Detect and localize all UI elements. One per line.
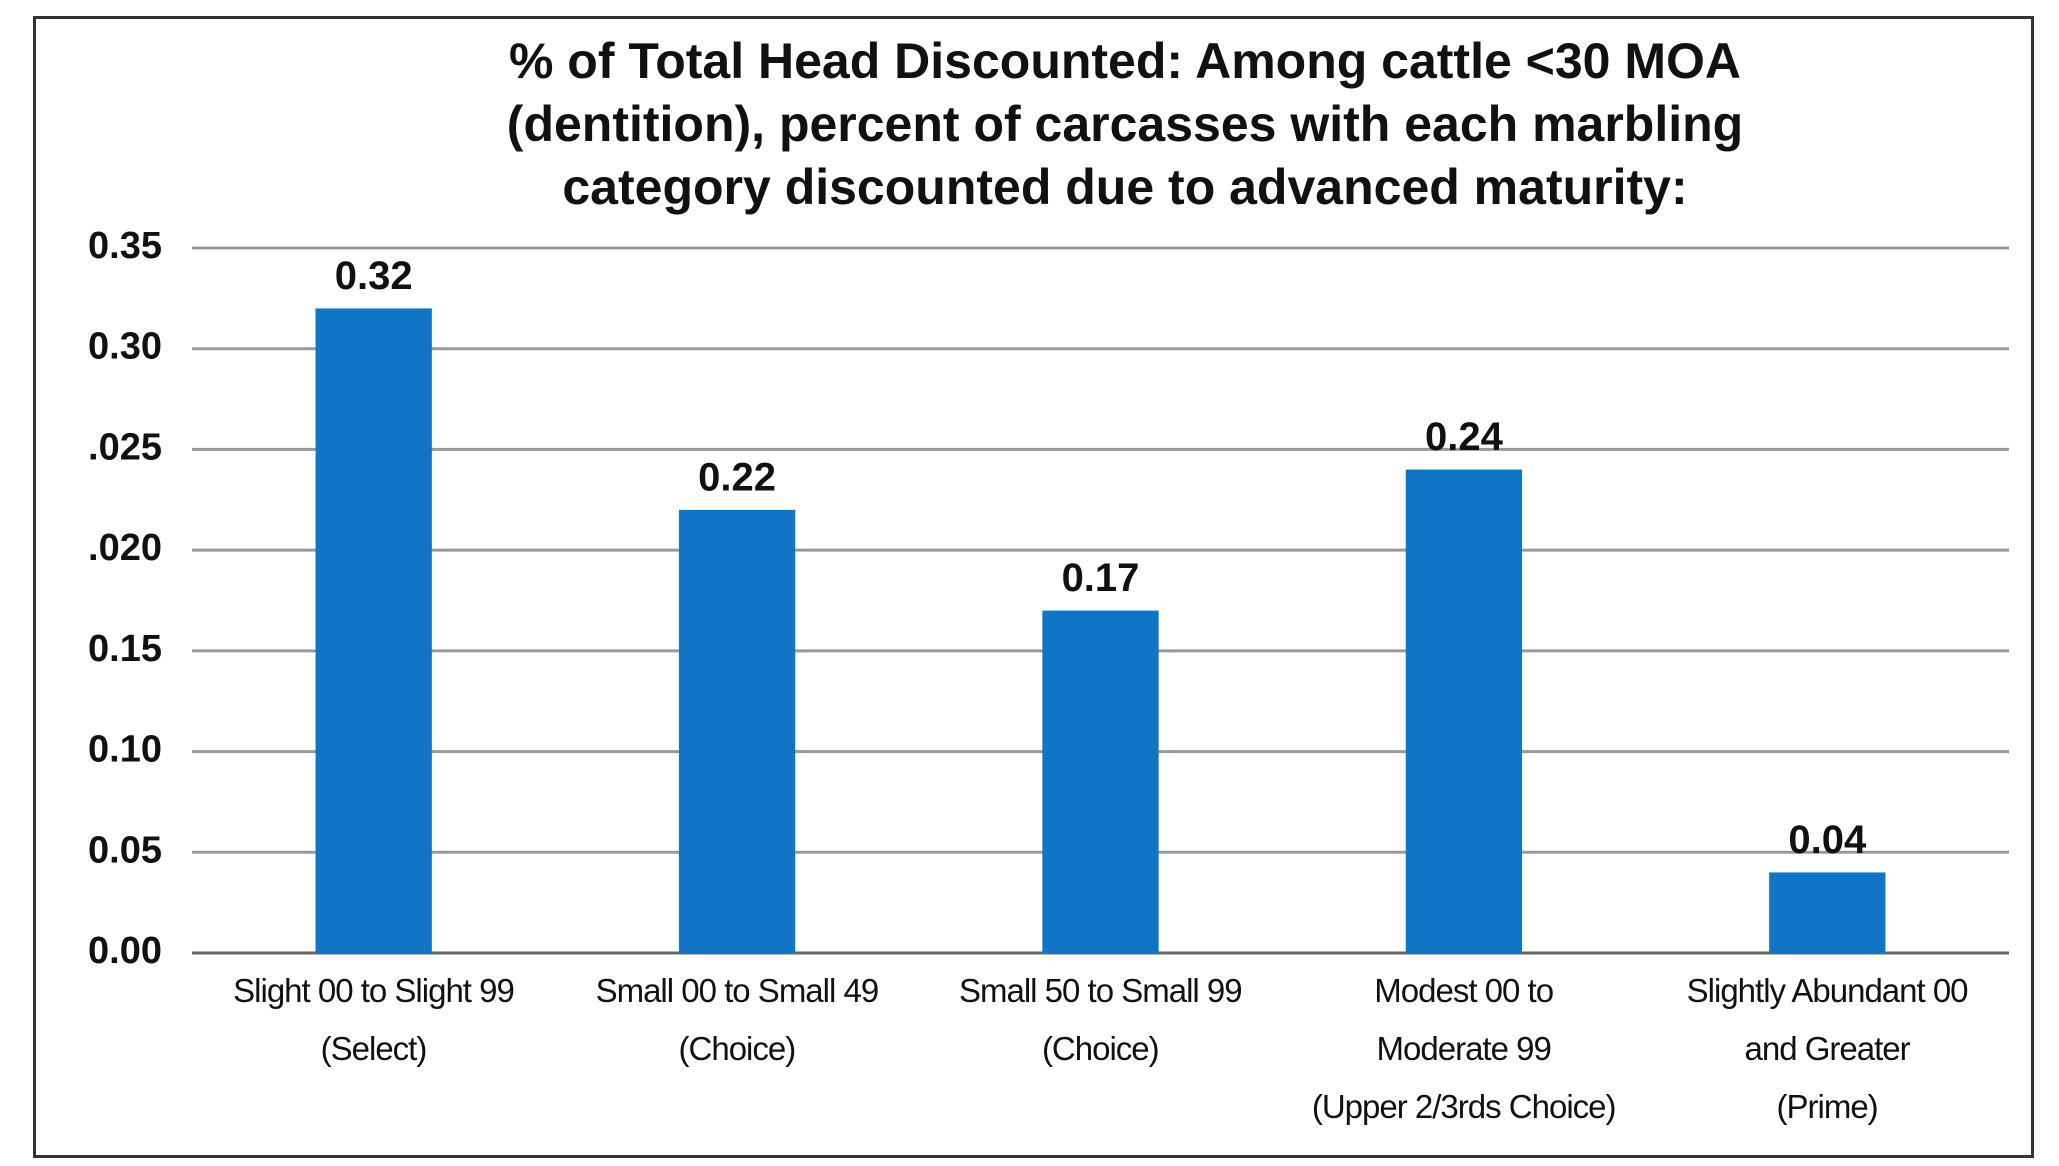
- y-tick-label: 0.15: [88, 628, 162, 670]
- x-tick-label: Slightly Abundant 00 and Greater (Prime): [1686, 972, 1969, 1125]
- y-tick-label: 0.10: [88, 729, 162, 771]
- x-tick-label: Slight 00 to Slight 99 (Select): [233, 972, 515, 1067]
- bar: [678, 509, 796, 953]
- bar: [1042, 610, 1159, 953]
- y-tick-label: 0.30: [88, 326, 162, 368]
- bar: [315, 308, 432, 953]
- chart-frame: [33, 16, 2034, 1158]
- x-tick-label: Small 50 to Small 99 (Choice): [958, 972, 1243, 1067]
- y-tick-label: .020: [88, 527, 162, 569]
- x-tick-label: Small 00 to Small 49 (Choice): [595, 972, 880, 1067]
- value-label: 0.04: [1788, 818, 1867, 862]
- value-label: 0.17: [1062, 556, 1140, 600]
- y-tick-label: 0.00: [88, 930, 162, 972]
- y-tick-label: .025: [88, 426, 162, 468]
- y-tick-label: 0.05: [88, 829, 162, 871]
- x-tick-label: Modest 00 to Moderate 99 (Upper 2/3rds C…: [1311, 972, 1617, 1125]
- bar: [1769, 872, 1886, 953]
- chart-title: % of Total Head Discounted: Among cattle…: [506, 33, 1744, 215]
- value-label: 0.24: [1425, 415, 1504, 459]
- value-label: 0.32: [335, 254, 413, 298]
- y-tick-label: 0.35: [88, 225, 162, 267]
- bar: [1405, 469, 1523, 953]
- value-label: 0.22: [698, 455, 776, 499]
